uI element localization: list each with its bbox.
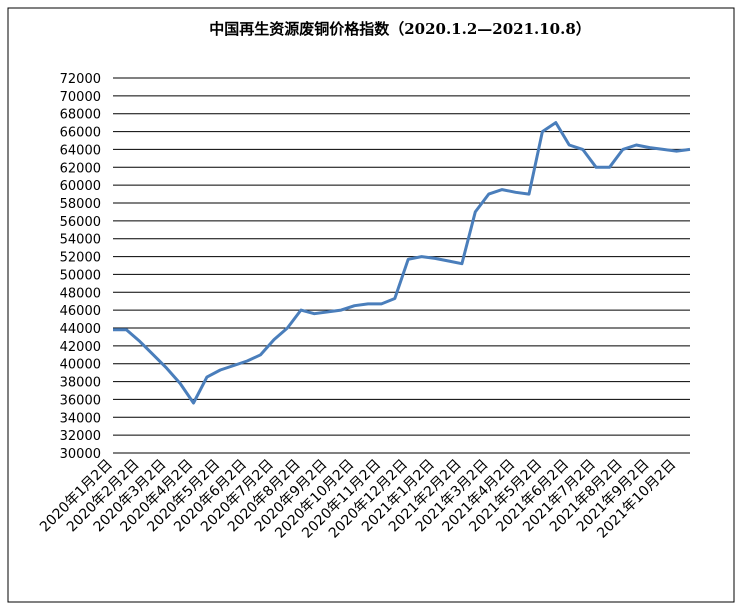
y-tick-label: 42000 bbox=[60, 340, 101, 355]
y-tick-label: 58000 bbox=[60, 197, 101, 212]
y-tick-label: 36000 bbox=[60, 393, 101, 408]
y-tick-label: 46000 bbox=[60, 304, 101, 319]
y-tick-label: 68000 bbox=[60, 108, 101, 123]
y-tick-label: 40000 bbox=[60, 358, 101, 373]
y-tick-label: 54000 bbox=[60, 233, 101, 248]
y-tick-label: 60000 bbox=[60, 179, 101, 194]
y-tick-label: 38000 bbox=[60, 376, 101, 391]
y-tick-label: 70000 bbox=[60, 90, 101, 105]
y-tick-label: 34000 bbox=[60, 411, 101, 426]
y-tick-label: 64000 bbox=[60, 143, 101, 158]
y-tick-label: 62000 bbox=[60, 161, 101, 176]
y-tick-label: 50000 bbox=[60, 268, 101, 283]
y-tick-label: 56000 bbox=[60, 215, 101, 230]
y-tick-label: 30000 bbox=[60, 447, 101, 462]
y-tick-label: 44000 bbox=[60, 322, 101, 337]
y-tick-label: 48000 bbox=[60, 286, 101, 301]
y-tick-label: 32000 bbox=[60, 429, 101, 444]
y-tick-label: 52000 bbox=[60, 251, 101, 266]
data-line bbox=[113, 121, 691, 405]
chart-title: 中国再生资源废铜价格指数（2020.1.2—2021.10.8） bbox=[209, 20, 591, 38]
y-tick-label: 66000 bbox=[60, 126, 101, 141]
y-tick-label: 72000 bbox=[60, 72, 101, 87]
